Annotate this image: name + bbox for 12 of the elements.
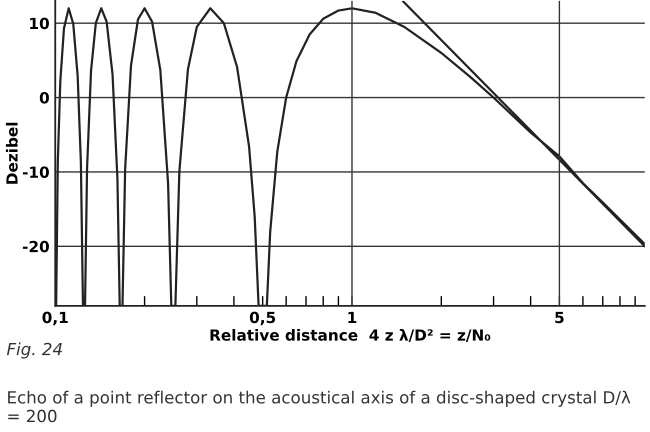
x-tick-label: 5: [555, 312, 564, 324]
x-tick-label: 0,5: [250, 312, 276, 326]
y-tick-label: -10: [22, 166, 49, 178]
x-tick-label: 0,1: [42, 312, 68, 326]
y-tick-label: 0: [40, 92, 49, 104]
x-tick-label: 1: [348, 312, 356, 324]
caption: Fig. 24: [6, 342, 62, 359]
y-tick-label: -20: [22, 240, 49, 252]
y-tick-label: 10: [30, 18, 49, 30]
text: Echo of a point reflector on the acoustical axis of a disc-shaped crystal D/λ = 200: [8, 390, 630, 422]
y-axis-title: Dezibel: [6, 122, 18, 184]
x-axis-title: Relative distance 4 z λ/D² = z/N₀: [210, 328, 490, 342]
